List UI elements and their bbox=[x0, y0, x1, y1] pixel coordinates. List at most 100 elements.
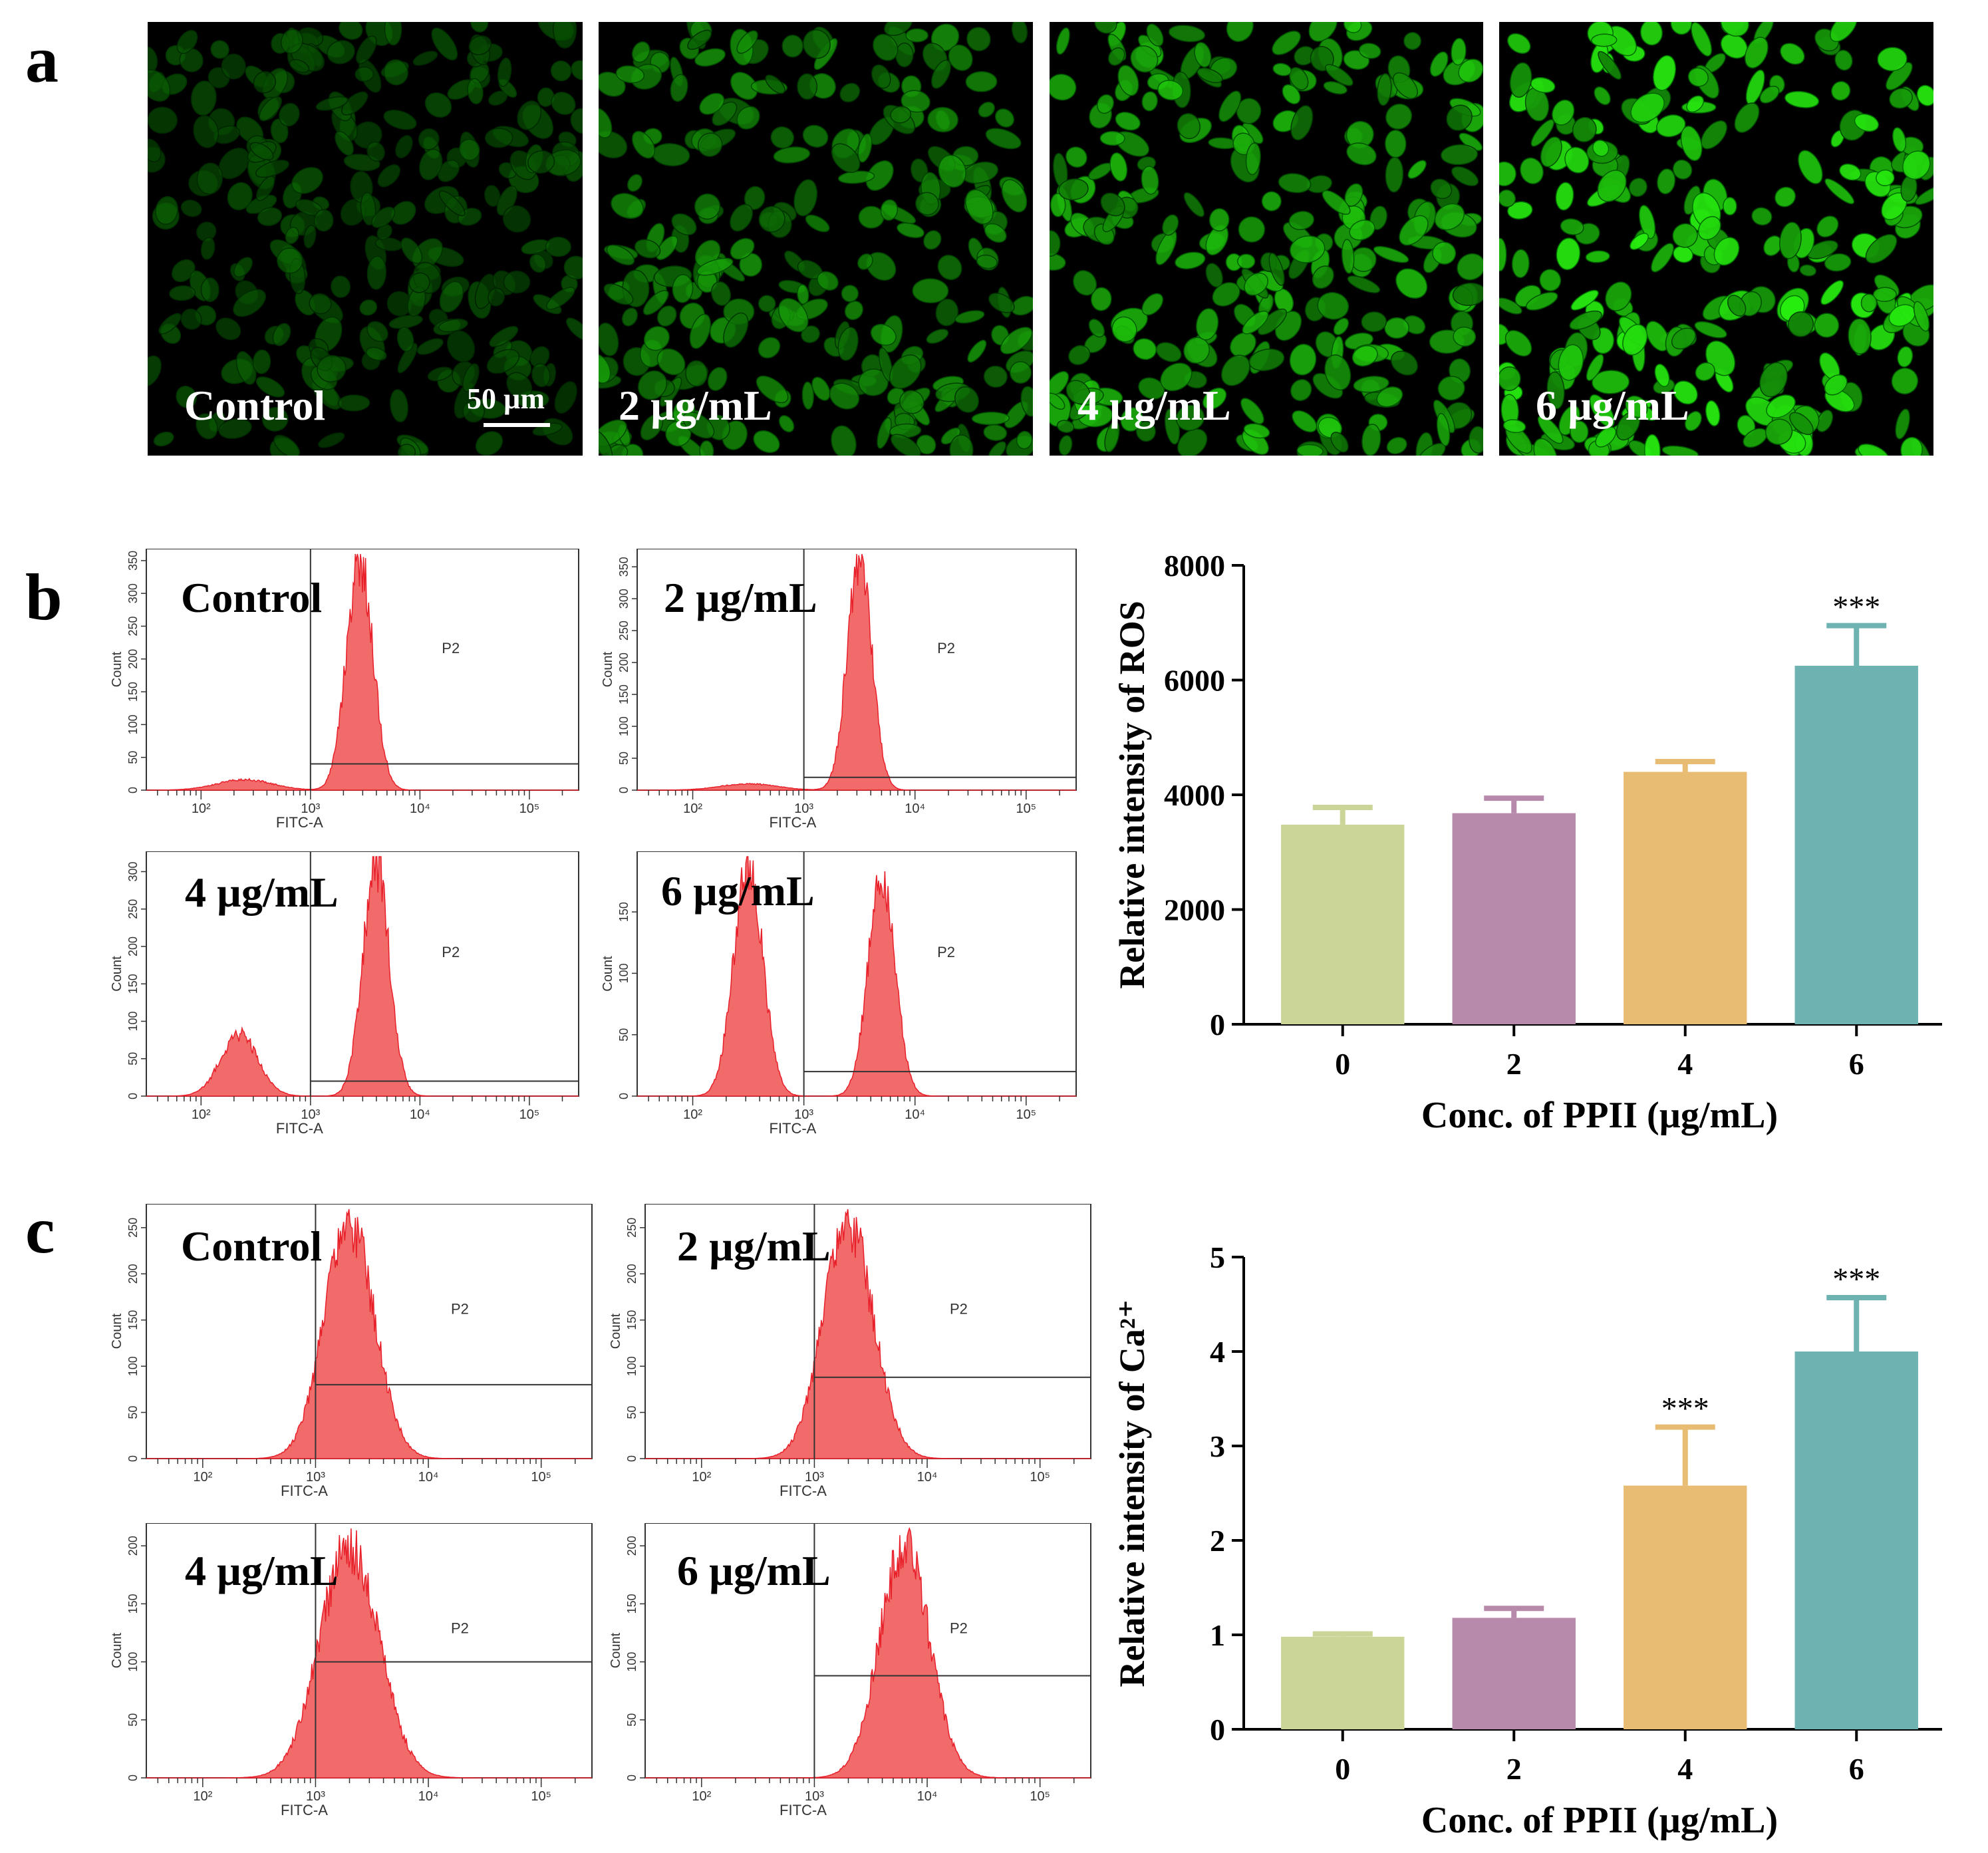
cell bbox=[1816, 215, 1839, 237]
cell bbox=[360, 192, 376, 225]
cell bbox=[431, 27, 458, 61]
cell bbox=[1333, 317, 1349, 335]
x-tick-label: 4 bbox=[1677, 1047, 1693, 1081]
y-tick-label: 250 bbox=[625, 1218, 639, 1238]
cell bbox=[954, 386, 979, 413]
cell bbox=[259, 96, 282, 122]
cell bbox=[1824, 178, 1855, 204]
cell bbox=[915, 192, 939, 215]
cell bbox=[365, 347, 387, 361]
cell bbox=[489, 326, 519, 347]
cell bbox=[1108, 47, 1125, 66]
cell bbox=[730, 204, 754, 232]
cell bbox=[1628, 178, 1647, 198]
bar bbox=[1452, 1618, 1576, 1729]
cell bbox=[400, 237, 423, 264]
x-tick-label: 6 bbox=[1849, 1047, 1864, 1081]
cell bbox=[829, 382, 860, 410]
histogram-area bbox=[637, 553, 1076, 791]
cell bbox=[424, 92, 452, 118]
cell bbox=[341, 91, 368, 116]
cell bbox=[1789, 412, 1814, 436]
cell bbox=[1058, 435, 1073, 456]
cell bbox=[1645, 321, 1670, 352]
cell bbox=[1759, 362, 1788, 398]
cell bbox=[1242, 311, 1269, 335]
cell bbox=[689, 313, 711, 349]
cell bbox=[1701, 120, 1728, 150]
cell bbox=[1385, 156, 1404, 193]
x-tick-label: 10⁵ bbox=[1030, 1470, 1050, 1485]
cell bbox=[1350, 247, 1377, 272]
cell bbox=[880, 199, 899, 221]
panel-b-letter: b bbox=[25, 560, 63, 634]
cell bbox=[643, 326, 670, 351]
flow-label: 2 µg/mL bbox=[664, 574, 817, 621]
cell bbox=[155, 196, 179, 225]
cell bbox=[873, 33, 899, 61]
y-tick-label: 0 bbox=[617, 1093, 631, 1099]
y-tick-label: 1 bbox=[1210, 1618, 1225, 1652]
x-tick-label: 10⁵ bbox=[1016, 1107, 1037, 1122]
cell bbox=[937, 254, 962, 281]
y-tick-label: 2000 bbox=[1164, 893, 1225, 927]
cell bbox=[233, 289, 266, 317]
cell bbox=[756, 375, 789, 404]
cell bbox=[1672, 223, 1698, 248]
cell bbox=[550, 61, 572, 82]
y-axis-label: Count bbox=[601, 956, 615, 992]
y-axis-label: Count bbox=[609, 1313, 623, 1349]
gate-label: P2 bbox=[442, 944, 460, 960]
cell bbox=[844, 301, 863, 321]
cell bbox=[1288, 67, 1309, 90]
cell bbox=[383, 109, 417, 130]
cell bbox=[180, 308, 202, 330]
x-tick-label: 10³ bbox=[794, 801, 813, 816]
y-axis-label: Count bbox=[110, 1313, 124, 1349]
x-tick-label: 10³ bbox=[301, 801, 320, 816]
cell bbox=[546, 287, 575, 310]
cell bbox=[1434, 203, 1465, 231]
cell bbox=[315, 96, 349, 111]
cell bbox=[439, 281, 464, 313]
cell bbox=[1160, 362, 1193, 392]
gate-label: P2 bbox=[937, 944, 955, 960]
y-tick-label: 50 bbox=[126, 1406, 140, 1419]
cell bbox=[215, 317, 241, 341]
y-tick-label: 50 bbox=[126, 751, 140, 764]
cell bbox=[642, 289, 669, 315]
y-tick-label: 50 bbox=[126, 1713, 140, 1727]
cell bbox=[871, 64, 891, 89]
cell bbox=[1697, 215, 1721, 241]
x-tick-label: 10² bbox=[193, 1470, 212, 1485]
cell bbox=[1452, 282, 1483, 306]
cell bbox=[736, 106, 760, 130]
cell bbox=[1001, 179, 1028, 213]
cell bbox=[285, 227, 299, 244]
cell bbox=[1065, 380, 1091, 405]
gate-label: P2 bbox=[451, 1301, 469, 1318]
micrograph-6ug: 6 µg/mL bbox=[1499, 22, 1933, 456]
cell bbox=[503, 270, 531, 294]
y-tick-label: 150 bbox=[625, 1594, 639, 1614]
cell bbox=[1091, 287, 1112, 311]
cell bbox=[1552, 99, 1575, 126]
cell bbox=[1889, 88, 1913, 109]
cell bbox=[553, 22, 577, 49]
cell bbox=[366, 321, 388, 343]
cell bbox=[1520, 157, 1544, 184]
cell bbox=[1050, 73, 1077, 101]
flow-plot: P2 0 50 100 150 200 Count 10² 10³ 10⁴ 10⁵ FITC-A bbox=[110, 1523, 593, 1818]
cell bbox=[1175, 251, 1206, 269]
cell bbox=[1349, 219, 1375, 241]
x-axis-label: Conc. of PPII (µg/mL) bbox=[1421, 1800, 1778, 1841]
cell bbox=[707, 366, 728, 391]
cell bbox=[1546, 371, 1565, 410]
cell bbox=[858, 206, 885, 229]
x-tick-label: 10² bbox=[683, 801, 702, 816]
cell bbox=[1344, 22, 1362, 33]
cell bbox=[1430, 178, 1453, 200]
cell bbox=[148, 138, 162, 163]
cell bbox=[926, 329, 949, 344]
cell bbox=[1341, 239, 1355, 274]
